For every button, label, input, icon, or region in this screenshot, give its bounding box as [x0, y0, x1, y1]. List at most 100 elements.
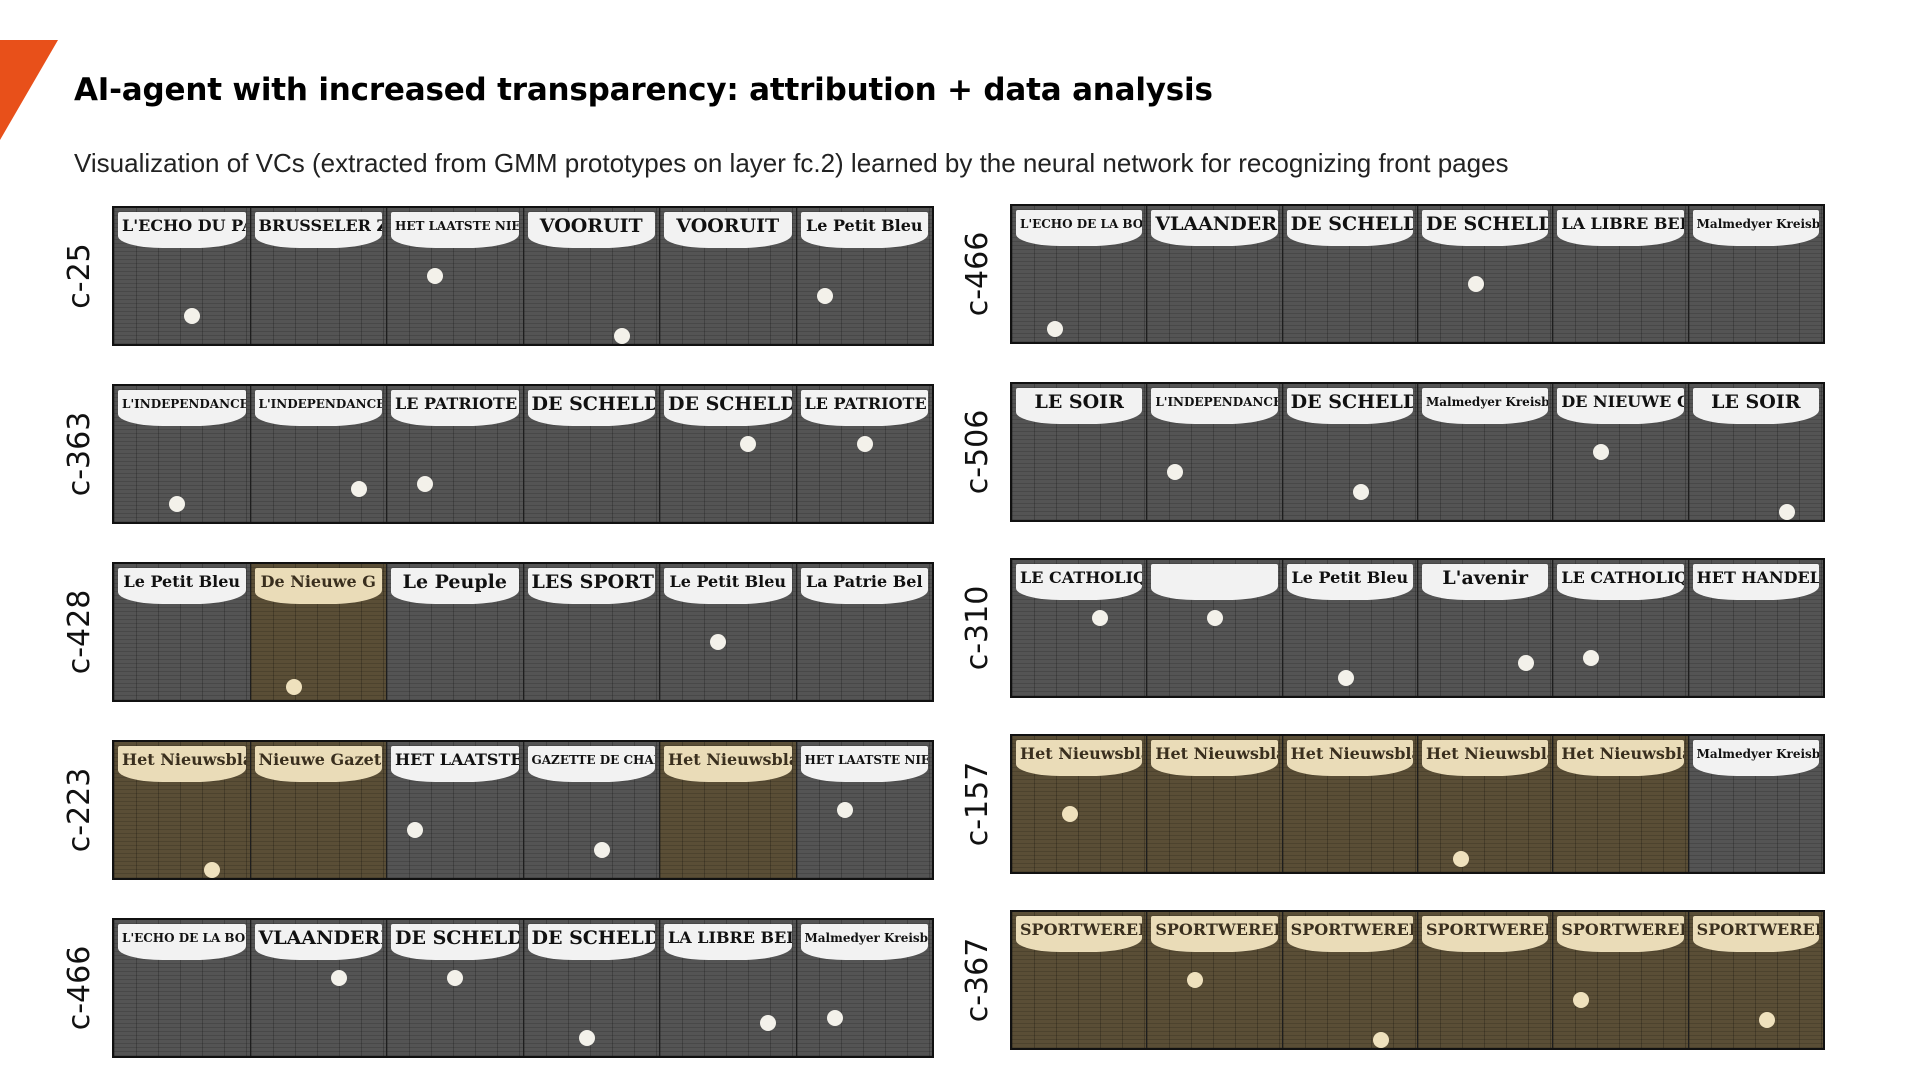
newspaper-masthead: L'avenir	[1421, 564, 1549, 600]
newspaper-page-thumbnail: L'ECHO DE LA BOURSE	[114, 920, 251, 1056]
newspaper-page-thumbnail: L'INDEPENDANCE BELGE	[1147, 384, 1283, 520]
newspaper-page-thumbnail: Het Nieuwsblad	[1012, 736, 1148, 872]
newspaper-masthead: L'ECHO DE LA BOURSE	[1016, 210, 1143, 246]
attribution-highlight	[816, 288, 833, 304]
newspaper-masthead: VLAANDEREN	[1151, 210, 1278, 246]
newspaper-page-thumbnail: Malmedyer Kreisblatt	[796, 920, 932, 1056]
newspaper-page-thumbnail: Nieuwe Gazet	[250, 742, 387, 878]
newspaper-page-thumbnail: LE SOIR	[1688, 384, 1823, 520]
newspaper-masthead: Le Petit Bleu	[800, 212, 928, 248]
newspaper-masthead: Malmedyer Kreisblatt	[1692, 210, 1819, 246]
row-label: c-25	[62, 243, 97, 309]
newspaper-masthead: De Nieuwe G	[254, 568, 382, 604]
newspaper-page-thumbnail: Malmedyer Kreisblatt	[1417, 384, 1554, 520]
newspaper-masthead: SPORTWERELD	[1151, 916, 1278, 952]
newspaper-masthead: Malmedyer Kreisblatt	[1692, 740, 1819, 776]
slide-title: AI-agent with increased transparency: at…	[74, 72, 1213, 108]
newspaper-masthead: L'INDEPENDANCE BELGE	[1151, 388, 1278, 424]
newspaper-page-thumbnail: Het Nieuwsblad	[660, 742, 797, 878]
attribution-highlight	[417, 476, 433, 492]
slide-subtitle: Visualization of VCs (extracted from GMM…	[74, 148, 1509, 178]
newspaper-masthead: LA LIBRE BELGIQUE	[1557, 210, 1684, 246]
attribution-highlight	[613, 328, 630, 344]
newspaper-page-thumbnail: Malmedyer Kreisblatt	[1688, 206, 1823, 342]
row-label: c-310	[960, 585, 995, 671]
newspaper-masthead: L'INDEPENDANCE BELGE	[254, 390, 382, 426]
newspaper-page-thumbnail: Malmedyer Kreisblatt	[1688, 736, 1823, 872]
newspaper-page-thumbnail: Het Nieuwsblad	[1282, 736, 1418, 872]
newspaper-masthead: Malmedyer Kreisblatt	[1421, 388, 1549, 424]
newspaper-page-thumbnail: Le Petit Bleu	[660, 564, 797, 700]
newspaper-masthead: SPORTWERELD	[1692, 916, 1819, 952]
vc-image-strip: Het NieuwsbladHet NieuwsbladHet Nieuwsbl…	[1010, 734, 1825, 874]
newspaper-masthead: VLAANDEREN	[254, 924, 382, 960]
attribution-highlight	[740, 436, 756, 452]
newspaper-page-thumbnail: VLAANDEREN	[1147, 206, 1283, 342]
newspaper-masthead: LA LIBRE BELGIQUE	[664, 924, 792, 960]
newspaper-masthead: Het Nieuwsblad	[1557, 740, 1684, 776]
orange-accent-corner	[0, 40, 58, 140]
newspaper-masthead: LE PATRIOTE	[800, 390, 928, 426]
newspaper-page-thumbnail: SPORTWERELD	[1282, 912, 1418, 1048]
newspaper-page-thumbnail: De Nieuwe G	[250, 564, 387, 700]
attribution-highlight	[1062, 806, 1078, 822]
newspaper-page-thumbnail: Le Petit Bleu	[1282, 560, 1418, 696]
newspaper-masthead: Le Petit Bleu	[664, 568, 792, 604]
row-label: c-367	[960, 937, 995, 1023]
attribution-highlight	[1187, 972, 1204, 988]
newspaper-page-thumbnail: GAZETTE DE CHARLEROI	[523, 742, 660, 878]
newspaper-masthead: Het Nieuwsblad	[664, 746, 792, 782]
newspaper-page-thumbnail: LE CATHOLIQUE	[1012, 560, 1148, 696]
newspaper-masthead: LE CATHOLIQUE	[1016, 564, 1143, 600]
attribution-highlight	[407, 822, 423, 838]
attribution-highlight	[593, 842, 610, 858]
newspaper-masthead: SPORTWERELD	[1016, 916, 1143, 952]
newspaper-masthead: Nieuwe Gazet	[254, 746, 382, 782]
newspaper-masthead: BRUSSELER ZEITUNG	[254, 212, 382, 248]
newspaper-page-thumbnail: Le Peuple	[387, 564, 524, 700]
newspaper-page-thumbnail: BRUSSELER ZEITUNG	[250, 208, 387, 344]
attribution-highlight	[760, 1015, 776, 1031]
newspaper-page-thumbnail: VOORUIT	[660, 208, 797, 344]
attribution-highlight	[427, 268, 443, 284]
newspaper-page-thumbnail: LES SPORTS	[523, 564, 660, 700]
newspaper-page-thumbnail: VOORUIT	[523, 208, 660, 344]
newspaper-masthead: Le Petit Bleu	[1286, 564, 1413, 600]
newspaper-masthead: HET LAATSTE NIEUW	[391, 746, 519, 782]
newspaper-page-thumbnail: SPORTWERELD	[1417, 912, 1554, 1048]
newspaper-page-thumbnail: DE NIEUWE GIDS	[1553, 384, 1689, 520]
vc-image-strip: L'ECHO DE LA BOURSEVLAANDERENDE SCHELDED…	[1010, 204, 1825, 344]
attribution-highlight	[1167, 464, 1184, 480]
newspaper-page-thumbnail: L'INDEPENDANCE BELGE	[114, 386, 251, 522]
attribution-highlight	[1583, 650, 1600, 666]
attribution-highlight	[1352, 484, 1369, 500]
attribution-highlight	[350, 481, 367, 497]
newspaper-page-thumbnail: Het Nieuwsblad	[114, 742, 251, 878]
attribution-highlight	[1047, 321, 1063, 337]
newspaper-page-thumbnail: HET LAATSTE NIEUWS	[796, 742, 932, 878]
row-label: c-466	[62, 945, 97, 1031]
newspaper-masthead: Het Nieuwsblad	[1151, 740, 1278, 776]
newspaper-masthead: SPORTWERELD	[1421, 916, 1549, 952]
newspaper-page-thumbnail: HET HANDELSBLAD	[1688, 560, 1823, 696]
newspaper-page-thumbnail: Het Nieuwsblad	[1553, 736, 1689, 872]
newspaper-masthead: LE CATHOLIQUE	[1557, 564, 1684, 600]
newspaper-masthead: Het Nieuwsblad	[118, 746, 246, 782]
newspaper-masthead: GAZETTE DE CHARLEROI	[527, 746, 655, 782]
newspaper-page-thumbnail: HET LAATSTE NIEUW	[387, 742, 524, 878]
attribution-highlight	[447, 970, 463, 986]
attribution-highlight	[204, 862, 220, 878]
newspaper-masthead: LE PATRIOTE	[391, 390, 519, 426]
attribution-highlight	[1593, 444, 1610, 460]
vc-image-strip: L'INDEPENDANCE BELGEL'INDEPENDANCE BELGE…	[112, 384, 934, 524]
row-label: c-506	[960, 409, 995, 495]
newspaper-page-thumbnail: L'ECHO DU PA	[114, 208, 251, 344]
newspaper-page-thumbnail: SPORTWERELD	[1012, 912, 1148, 1048]
attribution-highlight	[856, 436, 873, 452]
